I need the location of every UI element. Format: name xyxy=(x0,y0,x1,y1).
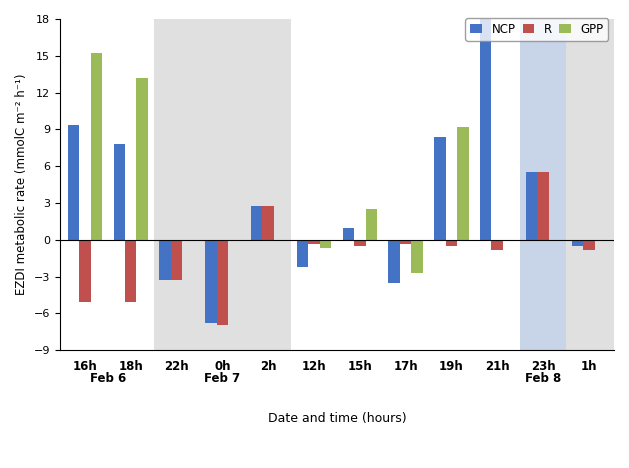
Bar xyxy=(251,205,262,240)
Bar xyxy=(343,227,354,240)
Bar xyxy=(125,240,136,302)
Bar xyxy=(354,240,365,246)
Bar xyxy=(572,240,583,246)
Bar xyxy=(262,205,274,240)
Bar xyxy=(446,240,457,246)
Bar xyxy=(68,124,79,240)
Text: Feb 8: Feb 8 xyxy=(525,373,561,385)
Text: Feb 7: Feb 7 xyxy=(204,373,240,385)
X-axis label: Date and time (hours): Date and time (hours) xyxy=(267,412,406,425)
Bar xyxy=(216,240,228,324)
Bar xyxy=(411,240,423,273)
Bar xyxy=(480,19,491,240)
Bar xyxy=(171,240,182,280)
Bar xyxy=(114,144,125,240)
Text: Feb 6: Feb 6 xyxy=(90,373,126,385)
Bar xyxy=(136,78,148,240)
Bar xyxy=(205,240,216,323)
Bar xyxy=(320,240,331,249)
Bar xyxy=(153,19,291,351)
Bar xyxy=(583,240,594,250)
Bar xyxy=(79,240,91,302)
Bar xyxy=(434,137,446,240)
Bar xyxy=(566,19,616,351)
Bar xyxy=(308,240,320,243)
Bar xyxy=(526,172,537,240)
Y-axis label: EZDI metabolic rate (mmolC m⁻² h⁻¹): EZDI metabolic rate (mmolC m⁻² h⁻¹) xyxy=(15,74,28,295)
Bar xyxy=(400,240,411,243)
Bar xyxy=(91,53,102,240)
Bar xyxy=(365,209,377,240)
Legend: NCP, R, GPP: NCP, R, GPP xyxy=(465,18,608,41)
Bar xyxy=(457,127,469,240)
Bar xyxy=(297,240,308,267)
Bar xyxy=(389,240,400,283)
Bar xyxy=(491,240,503,250)
Bar xyxy=(520,19,566,351)
Bar xyxy=(159,240,171,280)
Bar xyxy=(537,172,548,240)
